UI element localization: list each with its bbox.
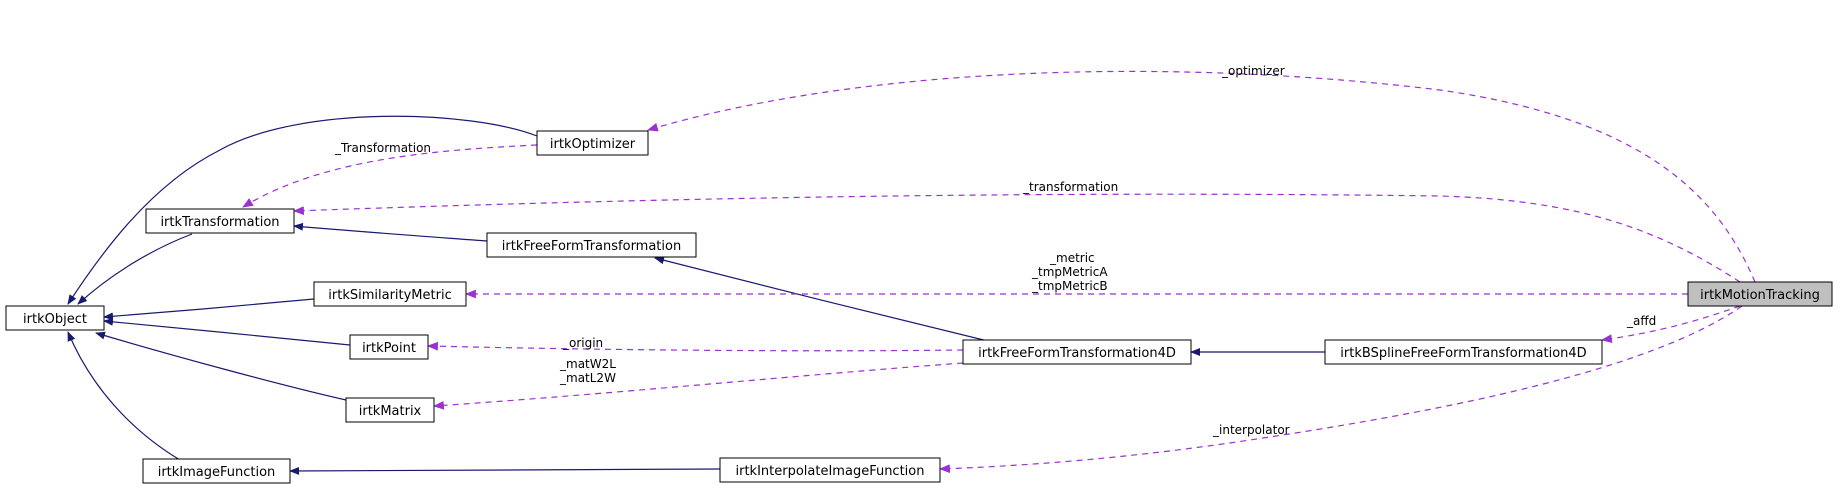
edge-ffd4d-point bbox=[426, 341, 964, 352]
node-irtk-free-form-transformation[interactable]: irtkFreeFormTransformation bbox=[486, 232, 697, 258]
node-irtk-free-form-transformation-4d[interactable]: irtkFreeFormTransformation4D bbox=[962, 339, 1192, 365]
node-label: irtkSimilarityMetric bbox=[328, 288, 451, 303]
label-origin: _origin bbox=[562, 336, 603, 350]
edge-motiontracking-optimizer bbox=[646, 70, 1756, 283]
edge-motiontracking-interp bbox=[938, 305, 1743, 474]
edge-imagefunction-to-object bbox=[67, 331, 181, 461]
node-label: irtkFreeFormTransformation bbox=[502, 239, 681, 254]
edge-similaritymetric-to-object bbox=[103, 298, 315, 321]
label-metric: _metric bbox=[1049, 251, 1095, 265]
edge-ffd4d-matrix bbox=[432, 362, 964, 410]
edge-motiontracking-transformation bbox=[292, 193, 1741, 283]
node-irtk-interpolate-image-function[interactable]: irtkInterpolateImageFunction bbox=[719, 457, 941, 483]
label-tmp-metric-a: _tmpMetricA bbox=[1031, 265, 1108, 279]
label-affd: _affd bbox=[1626, 314, 1656, 328]
edge-transformation-to-object bbox=[77, 233, 193, 305]
edge-matrix-to-object bbox=[95, 331, 347, 401]
node-irtk-object[interactable]: irtkObject bbox=[5, 305, 105, 331]
edge-labels: _optimizer _Transformation _transformati… bbox=[334, 64, 1656, 437]
label-matl2w: _matL2W bbox=[559, 371, 616, 385]
nodes: irtkMotionTracking irtkOptimizer irtkTra… bbox=[5, 130, 1833, 484]
edge-point-to-object bbox=[103, 317, 351, 346]
node-irtk-bspline-free-form-transformation-4d[interactable]: irtkBSplineFreeFormTransformation4D bbox=[1324, 339, 1603, 365]
node-irtk-optimizer[interactable]: irtkOptimizer bbox=[536, 130, 649, 156]
node-irtk-matrix[interactable]: irtkMatrix bbox=[345, 397, 435, 423]
label-interpolator: _interpolator bbox=[1212, 423, 1290, 437]
node-label: irtkPoint bbox=[362, 341, 416, 356]
label-transformation: _transformation bbox=[1022, 180, 1118, 194]
label-tmp-metric-b: _tmpMetricB bbox=[1031, 279, 1108, 293]
node-label: irtkOptimizer bbox=[550, 137, 636, 152]
node-label: irtkMatrix bbox=[359, 404, 422, 419]
edge-optimizer-to-object bbox=[67, 115, 538, 305]
edge-optimizer-transformation bbox=[242, 144, 538, 208]
edge-ffd4d-to-ffd bbox=[654, 256, 1001, 345]
label-optimizer: _optimizer bbox=[1221, 64, 1285, 78]
node-irtk-point[interactable]: irtkPoint bbox=[349, 334, 429, 360]
node-label: irtkBSplineFreeFormTransformation4D bbox=[1340, 346, 1586, 361]
node-label: irtkInterpolateImageFunction bbox=[736, 464, 925, 479]
label-matw2l: _matW2L bbox=[559, 357, 616, 371]
node-label: irtkMotionTracking bbox=[1700, 288, 1820, 303]
edge-motiontracking-bspline bbox=[1600, 305, 1741, 344]
node-irtk-transformation[interactable]: irtkTransformation bbox=[145, 208, 295, 234]
node-irtk-similarity-metric[interactable]: irtkSimilarityMetric bbox=[313, 281, 467, 307]
edge-ffd-to-transformation bbox=[293, 222, 488, 242]
node-irtk-motion-tracking[interactable]: irtkMotionTracking bbox=[1687, 281, 1833, 307]
node-label: irtkTransformation bbox=[160, 215, 279, 230]
inheritance-edges bbox=[67, 115, 1325, 475]
node-label: irtkObject bbox=[23, 312, 87, 327]
label-transformation-opt: _Transformation bbox=[334, 141, 431, 155]
node-label: irtkFreeFormTransformation4D bbox=[978, 346, 1176, 361]
usage-edges bbox=[242, 70, 1756, 474]
edge-interp-to-imagefunction bbox=[289, 466, 721, 475]
node-irtk-image-function[interactable]: irtkImageFunction bbox=[142, 458, 291, 484]
node-label: irtkImageFunction bbox=[158, 465, 276, 480]
